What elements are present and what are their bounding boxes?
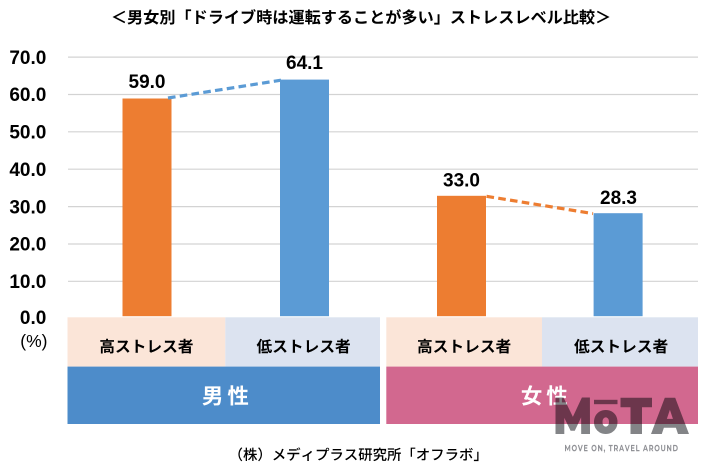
svg-text:64.1: 64.1 [286,53,323,74]
svg-text:30.0: 30.0 [9,197,46,218]
svg-text:60.0: 60.0 [9,85,46,106]
svg-text:20.0: 20.0 [9,235,46,256]
svg-text:28.3: 28.3 [600,188,637,209]
svg-text:33.0: 33.0 [443,171,480,192]
svg-text:10.0: 10.0 [9,272,46,293]
svg-text:50.0: 50.0 [9,123,46,144]
svg-text:40.0: 40.0 [9,160,46,181]
svg-text:70.0: 70.0 [9,48,46,69]
svg-text:(%): (%) [20,331,47,351]
svg-text:0.0: 0.0 [20,308,46,329]
svg-text:59.0: 59.0 [129,72,166,93]
